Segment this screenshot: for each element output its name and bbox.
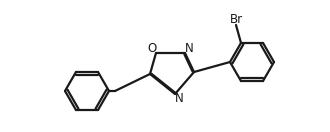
Text: O: O [148, 43, 157, 55]
Text: N: N [184, 43, 193, 55]
Text: N: N [175, 91, 183, 105]
Text: Br: Br [229, 13, 243, 26]
